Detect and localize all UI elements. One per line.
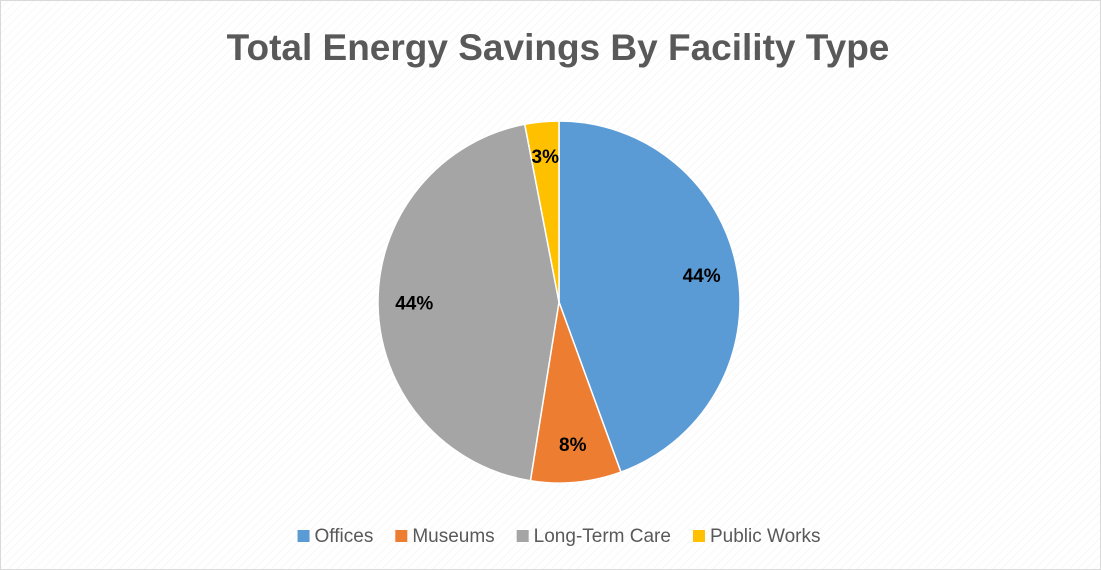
pie-slice [523,120,560,303]
data-label: 3% [532,147,560,168]
legend-label: Offices [315,526,374,547]
legend-swatch [395,530,408,542]
legend-swatch [297,530,310,542]
legend-label: Long-Term Care [534,526,671,547]
legend-swatch [692,530,705,542]
legend-swatch [516,530,529,542]
data-label: 44% [683,266,721,287]
pie-slice [529,299,622,484]
data-label: 44% [395,293,433,314]
legend-label: Public Works [710,526,821,547]
pie-slice [558,120,741,474]
data-label: 8% [559,435,587,456]
pie-slice [377,123,560,482]
chart-title: Total Energy Savings By Facility Type [227,27,890,68]
legend-label: Museums [412,526,494,547]
